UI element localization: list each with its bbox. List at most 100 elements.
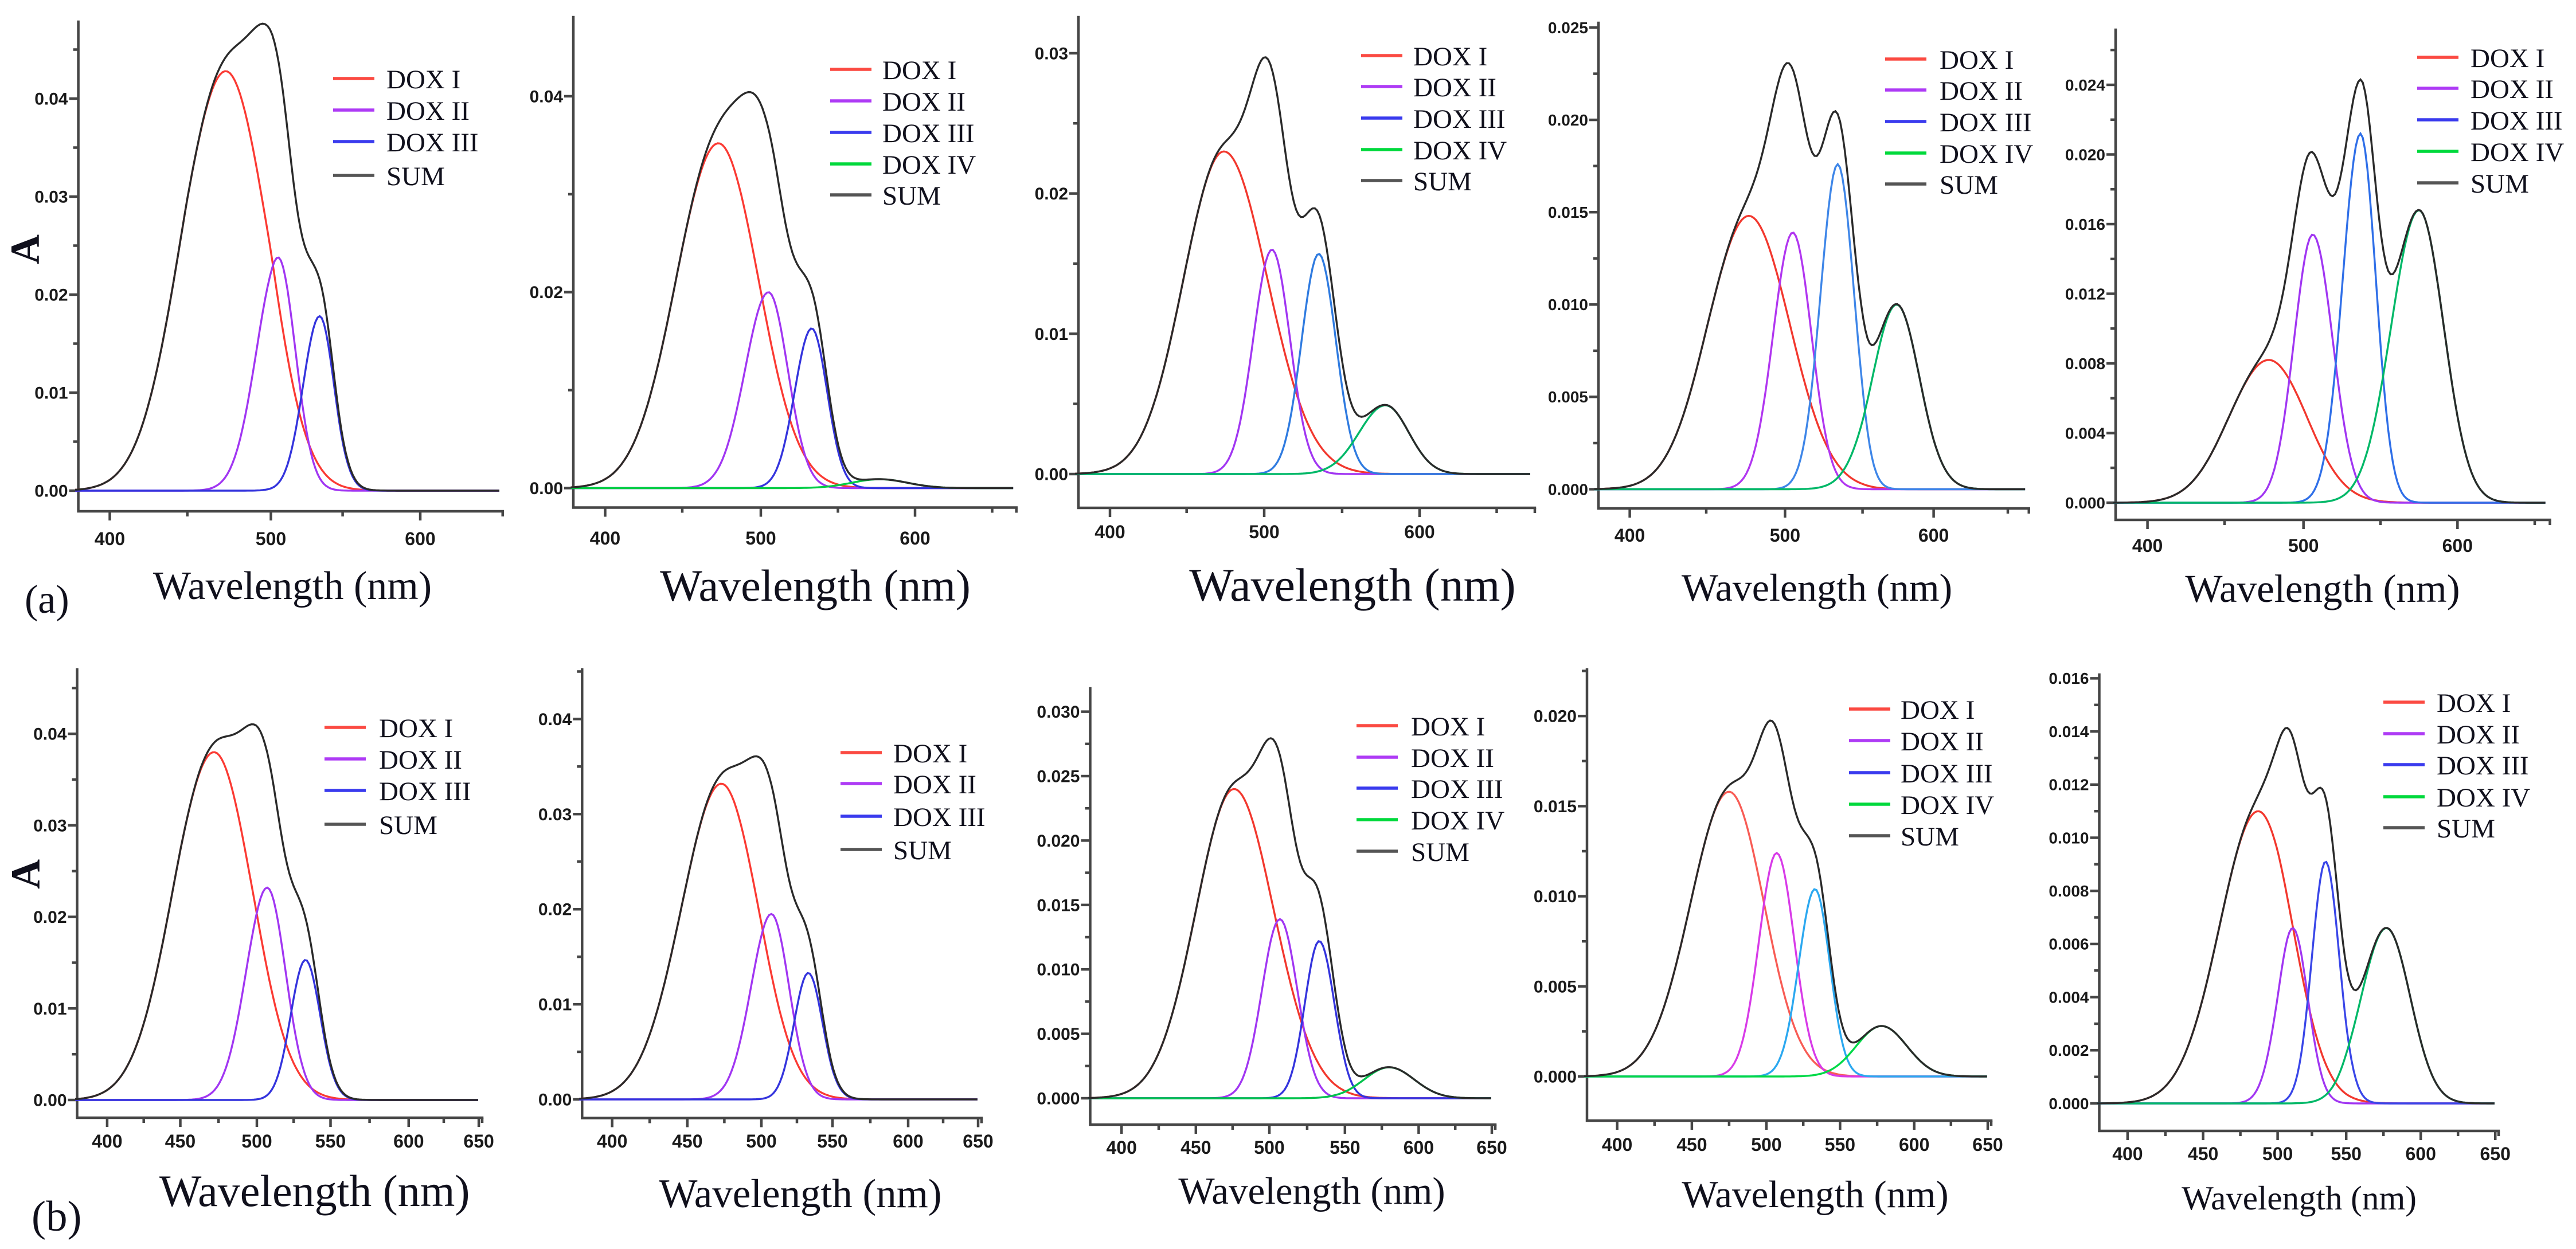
svg-text:0.016: 0.016: [2065, 216, 2105, 233]
svg-text:450: 450: [672, 1131, 702, 1152]
svg-text:400: 400: [2132, 535, 2163, 556]
svg-text:400: 400: [1602, 1134, 1632, 1155]
svg-text:DOX III: DOX III: [1940, 108, 2032, 138]
svg-text:0.012: 0.012: [2065, 285, 2105, 303]
svg-text:SUM: SUM: [893, 836, 952, 866]
svg-text:0.02: 0.02: [1035, 185, 1068, 203]
svg-text:Wavelength (nm): Wavelength (nm): [1682, 1173, 1948, 1216]
svg-text:500: 500: [1249, 522, 1279, 542]
svg-text:DOX III: DOX III: [386, 128, 479, 158]
svg-text:DOX I: DOX I: [2471, 44, 2544, 73]
svg-text:450: 450: [2188, 1144, 2218, 1164]
svg-text:Wavelength (nm): Wavelength (nm): [1682, 566, 1952, 609]
svg-text:DOX II: DOX II: [379, 745, 462, 775]
svg-text:DOX II: DOX II: [2471, 75, 2554, 104]
svg-text:DOX II: DOX II: [893, 770, 976, 800]
svg-text:500: 500: [1751, 1134, 1781, 1155]
svg-text:DOX II: DOX II: [386, 96, 470, 126]
svg-text:SUM: SUM: [2471, 169, 2529, 199]
svg-text:SUM: SUM: [379, 811, 437, 840]
svg-text:600: 600: [393, 1131, 424, 1152]
svg-text:0.008: 0.008: [2065, 355, 2105, 373]
svg-text:Wavelength (nm): Wavelength (nm): [1189, 559, 1515, 611]
svg-text:DOX IV: DOX IV: [1901, 790, 1994, 820]
svg-text:600: 600: [900, 528, 930, 549]
svg-text:0.04: 0.04: [34, 90, 68, 109]
svg-text:0.014: 0.014: [2049, 723, 2089, 741]
svg-text:SUM: SUM: [1940, 170, 1998, 200]
svg-text:650: 650: [2480, 1144, 2511, 1164]
svg-text:550: 550: [1825, 1134, 1855, 1155]
svg-text:0.020: 0.020: [1548, 111, 1588, 129]
svg-text:0.02: 0.02: [33, 908, 67, 927]
svg-text:450: 450: [165, 1131, 196, 1152]
svg-text:500: 500: [1770, 525, 1800, 546]
svg-text:Wavelength (nm): Wavelength (nm): [660, 561, 971, 610]
svg-text:650: 650: [1972, 1134, 2003, 1155]
svg-text:550: 550: [2331, 1144, 2362, 1164]
svg-text:0.005: 0.005: [1548, 388, 1588, 406]
svg-text:500: 500: [256, 528, 286, 549]
svg-text:DOX IV: DOX IV: [882, 150, 976, 180]
svg-text:550: 550: [817, 1131, 847, 1152]
svg-text:0.01: 0.01: [33, 1000, 67, 1019]
svg-text:400: 400: [1107, 1137, 1137, 1158]
svg-text:0.030: 0.030: [1037, 703, 1080, 722]
svg-text:(a): (a): [25, 578, 69, 622]
svg-text:Wavelength (nm): Wavelength (nm): [2185, 567, 2460, 610]
svg-text:600: 600: [1404, 522, 1434, 542]
svg-text:0.00: 0.00: [538, 1091, 572, 1110]
svg-text:0.04: 0.04: [538, 710, 572, 729]
svg-text:400: 400: [590, 528, 620, 549]
svg-text:0.03: 0.03: [538, 805, 572, 824]
svg-text:A: A: [2, 234, 48, 264]
svg-text:0.005: 0.005: [1037, 1025, 1080, 1044]
svg-text:650: 650: [963, 1131, 993, 1152]
svg-text:SUM: SUM: [386, 162, 445, 191]
svg-text:DOX III: DOX III: [1411, 774, 1503, 804]
svg-text:DOX I: DOX I: [882, 56, 956, 85]
svg-text:SUM: SUM: [1901, 822, 1959, 852]
svg-text:600: 600: [2442, 535, 2473, 556]
svg-text:0.02: 0.02: [538, 900, 572, 919]
svg-text:DOX II: DOX II: [1901, 727, 1984, 757]
svg-text:0.04: 0.04: [530, 87, 564, 106]
svg-text:0.02: 0.02: [34, 286, 68, 305]
svg-text:0.015: 0.015: [1548, 203, 1588, 221]
svg-text:DOX IV: DOX IV: [2437, 783, 2530, 813]
svg-text:0.00: 0.00: [1035, 465, 1068, 484]
svg-text:DOX I: DOX I: [1413, 42, 1487, 72]
svg-text:Wavelength (nm): Wavelength (nm): [159, 1166, 470, 1216]
svg-text:0.005: 0.005: [1534, 977, 1577, 996]
svg-text:DOX I: DOX I: [2437, 688, 2511, 718]
svg-text:400: 400: [1615, 525, 1645, 546]
svg-text:0.02: 0.02: [530, 283, 563, 302]
svg-text:0.015: 0.015: [1534, 797, 1577, 816]
svg-text:DOX III: DOX III: [2437, 751, 2529, 781]
svg-text:DOX I: DOX I: [379, 714, 453, 743]
svg-text:DOX I: DOX I: [1940, 45, 2014, 75]
svg-text:400: 400: [95, 528, 125, 549]
svg-text:450: 450: [1180, 1137, 1211, 1158]
svg-text:0.024: 0.024: [2065, 76, 2105, 94]
svg-text:500: 500: [745, 528, 776, 549]
svg-text:DOX IV: DOX IV: [1940, 139, 2033, 169]
svg-text:DOX III: DOX III: [1901, 759, 1993, 789]
svg-text:0.020: 0.020: [1037, 832, 1080, 851]
svg-text:0.020: 0.020: [2065, 146, 2105, 163]
svg-text:0.04: 0.04: [33, 725, 67, 744]
svg-text:0.01: 0.01: [538, 996, 572, 1015]
svg-text:Wavelength (nm): Wavelength (nm): [2182, 1179, 2417, 1217]
svg-text:0.010: 0.010: [1037, 961, 1080, 980]
svg-text:DOX IV: DOX IV: [1413, 136, 1507, 166]
svg-text:DOX II: DOX II: [2437, 720, 2520, 750]
svg-text:500: 500: [2262, 1144, 2293, 1164]
svg-text:400: 400: [2112, 1144, 2143, 1164]
svg-text:SUM: SUM: [1413, 167, 1472, 197]
svg-text:SUM: SUM: [2437, 814, 2495, 844]
svg-text:DOX III: DOX III: [893, 802, 986, 832]
svg-text:Wavelength (nm): Wavelength (nm): [153, 564, 432, 608]
svg-text:SUM: SUM: [1411, 837, 1469, 867]
svg-text:DOX II: DOX II: [1411, 743, 1494, 773]
svg-text:0.025: 0.025: [1037, 768, 1080, 786]
